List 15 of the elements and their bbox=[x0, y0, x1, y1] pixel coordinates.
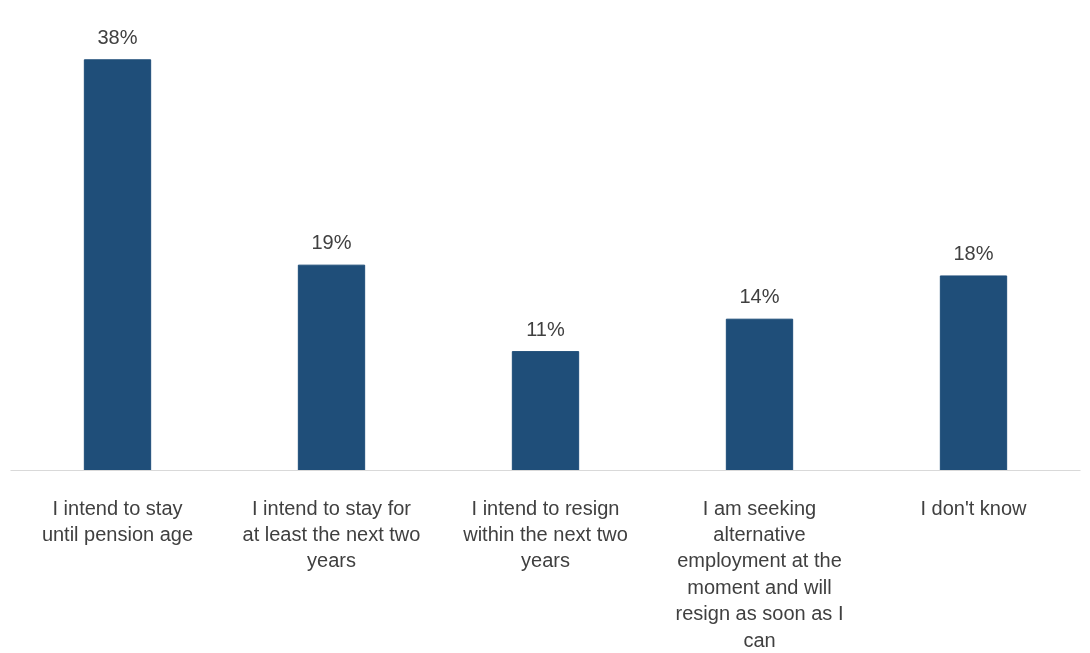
data-label: 14% bbox=[739, 285, 780, 308]
data-label: 19% bbox=[311, 231, 352, 254]
x-tick-label: I intend to stay for at least the next two years bbox=[242, 496, 421, 572]
bar bbox=[297, 264, 366, 471]
bar bbox=[511, 351, 580, 471]
x-tick-label: I don't know bbox=[920, 496, 1028, 519]
data-label: 11% bbox=[526, 317, 565, 340]
data-label: 38% bbox=[97, 25, 138, 48]
data-label: 18% bbox=[953, 241, 994, 264]
bar bbox=[939, 275, 1008, 471]
bar bbox=[83, 59, 152, 471]
x-tick-label: I am seeking alternative employment at the moment and will resign as soon as I can bbox=[675, 496, 844, 651]
bar bbox=[725, 318, 794, 471]
x-tick-label: I intend to stay until pension age bbox=[41, 496, 194, 545]
x-tick-label: I intend to resign within the next two years bbox=[462, 496, 628, 572]
